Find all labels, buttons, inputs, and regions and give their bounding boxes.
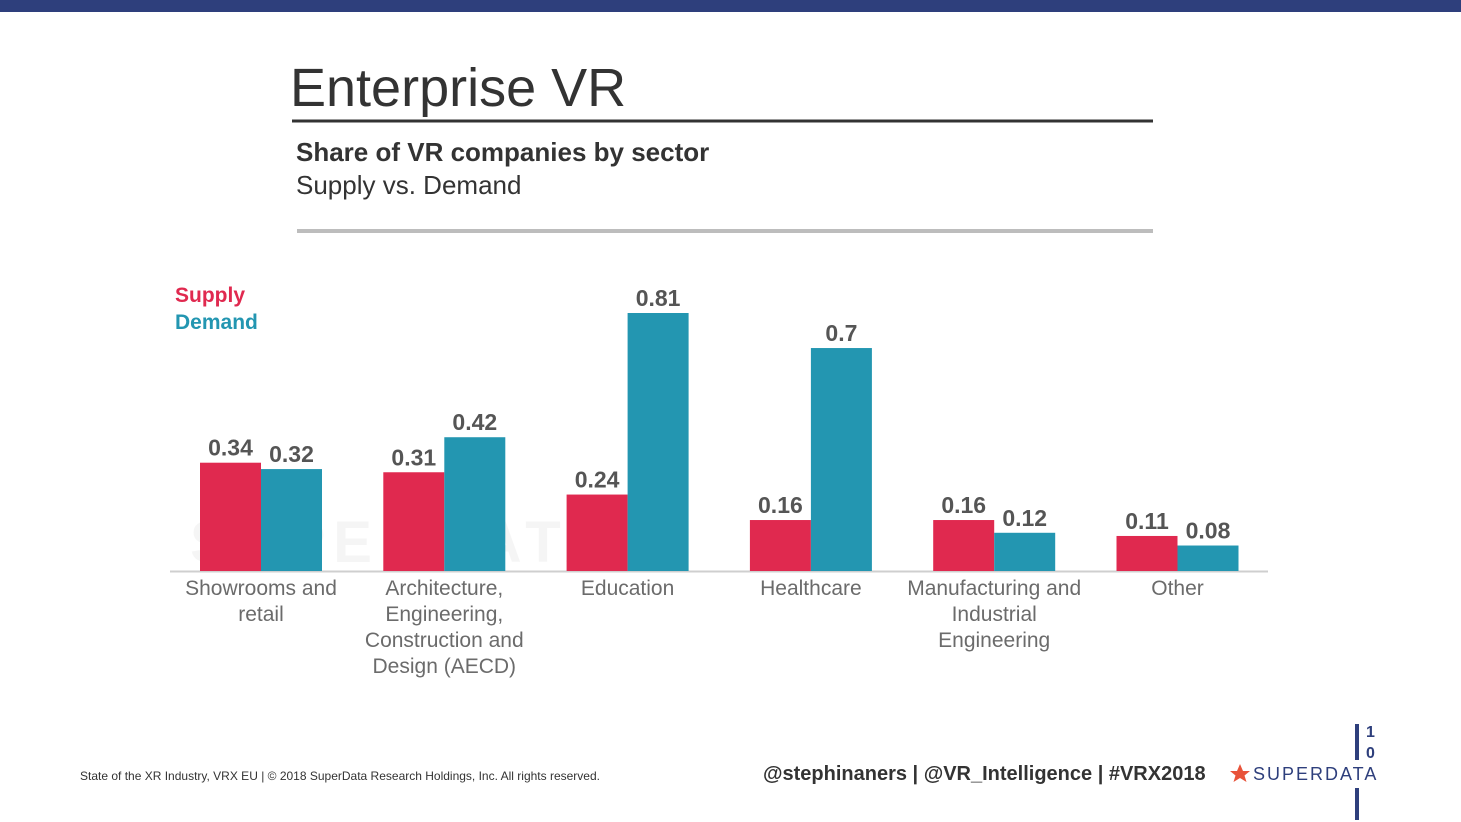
bar bbox=[261, 469, 322, 571]
bar bbox=[810, 348, 872, 571]
value-label: 0.81 bbox=[636, 285, 681, 311]
value-label: 0.16 bbox=[941, 492, 986, 518]
x-tick-label: Showrooms and retail bbox=[185, 577, 337, 626]
bar bbox=[994, 532, 1056, 571]
x-tick-label: Education bbox=[580, 577, 675, 600]
legend-label: Supply bbox=[175, 284, 245, 307]
value-label: 0.34 bbox=[208, 435, 253, 461]
x-tick-label: Manufacturing and Industrial Engineering bbox=[907, 577, 1082, 652]
logo-star bbox=[1230, 764, 1250, 782]
value-label: 0.7 bbox=[825, 320, 857, 346]
bar bbox=[749, 520, 811, 571]
value-label: 0.32 bbox=[269, 441, 314, 467]
value-label: 0.12 bbox=[1002, 505, 1047, 531]
bar bbox=[933, 520, 995, 571]
value-label: 0.11 bbox=[1125, 508, 1169, 534]
legend-label: Demand bbox=[175, 311, 258, 334]
top-bar bbox=[0, 0, 1461, 12]
value-label: 0.08 bbox=[1186, 518, 1231, 544]
copyright: State of the XR Industry, VRX EU | © 201… bbox=[80, 769, 600, 783]
chart-title: Share of VR companies by sector bbox=[296, 137, 709, 167]
x-tick-label: Architecture, Engineering, Construction … bbox=[364, 577, 524, 678]
value-label: 0.31 bbox=[391, 444, 436, 470]
bar bbox=[566, 494, 628, 571]
logo: SUPERDATA bbox=[1253, 764, 1378, 784]
page-number: 10 bbox=[1366, 724, 1375, 762]
slide-title: Enterprise VR bbox=[290, 58, 626, 118]
bar bbox=[627, 313, 689, 571]
value-label: 0.16 bbox=[758, 492, 803, 518]
bar bbox=[1177, 545, 1239, 571]
bar bbox=[1116, 535, 1178, 571]
x-tick-label: Healthcare bbox=[760, 577, 862, 600]
bar bbox=[383, 472, 445, 571]
value-label: 0.42 bbox=[452, 409, 497, 435]
chart-subtitle: Supply vs. Demand bbox=[296, 170, 521, 200]
value-label: 0.24 bbox=[575, 467, 620, 493]
bar bbox=[444, 437, 506, 571]
x-tick-label: Other bbox=[1151, 577, 1204, 600]
bar bbox=[200, 462, 261, 571]
handles: @stephinaners | @VR_Intelligence | #VRX2… bbox=[763, 763, 1206, 785]
